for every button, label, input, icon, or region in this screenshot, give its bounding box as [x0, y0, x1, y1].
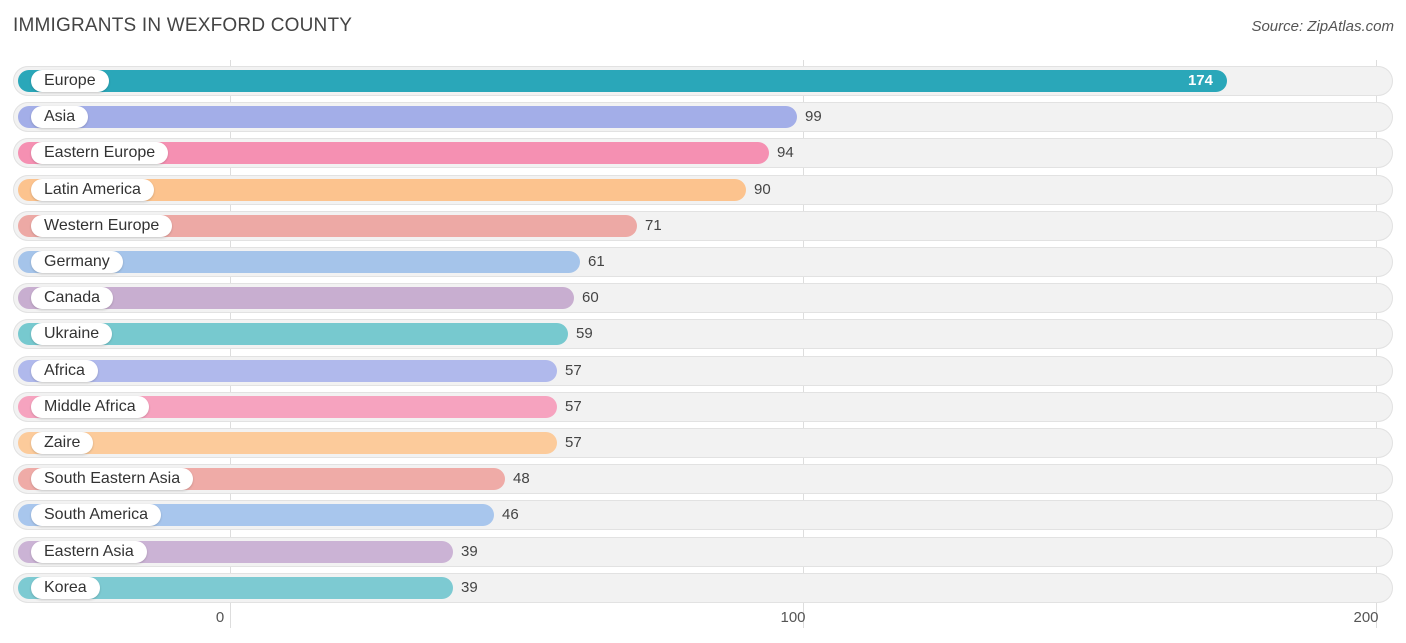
- bar-row: Europe 174: [13, 66, 1393, 96]
- bar[interactable]: [18, 323, 568, 345]
- bar[interactable]: [18, 360, 557, 382]
- category-label: Asia: [31, 106, 89, 128]
- bar[interactable]: [18, 70, 1227, 92]
- category-label: Germany: [31, 251, 123, 273]
- value-label: 60: [582, 289, 599, 306]
- category-label: Africa: [31, 360, 98, 382]
- value-label: 57: [565, 398, 582, 415]
- bar-row: Canada 60: [13, 283, 1393, 313]
- value-label: 94: [777, 144, 794, 161]
- category-label: Eastern Asia: [31, 541, 147, 563]
- bar-row: Germany 61: [13, 247, 1393, 277]
- value-label: 48: [513, 470, 530, 487]
- value-label: 39: [461, 543, 478, 560]
- value-label: 174: [1187, 72, 1213, 89]
- bar-row: Western Europe 71: [13, 211, 1393, 241]
- bar-row: Ukraine 59: [13, 319, 1393, 349]
- value-label: 71: [645, 217, 662, 234]
- bar-row: Eastern Asia 39: [13, 537, 1393, 567]
- category-label: Ukraine: [31, 323, 113, 345]
- bar[interactable]: [18, 106, 797, 128]
- bar-row: Latin America 90: [13, 175, 1393, 205]
- category-label: Zaire: [31, 432, 94, 454]
- bar[interactable]: [18, 142, 769, 164]
- value-label: 57: [565, 434, 582, 451]
- category-label: Korea: [31, 577, 100, 599]
- bar-row: Asia 99: [13, 102, 1393, 132]
- value-label: 39: [461, 579, 478, 596]
- category-label: Europe: [31, 70, 109, 92]
- bar-row: Middle Africa 57: [13, 392, 1393, 422]
- x-tick-label: 100: [780, 609, 806, 626]
- bar-row: Eastern Europe 94: [13, 138, 1393, 168]
- value-label: 46: [502, 506, 519, 523]
- bar-row: Zaire 57: [13, 428, 1393, 458]
- category-label: Latin America: [31, 179, 154, 201]
- chart-title: IMMIGRANTS IN WEXFORD COUNTY: [13, 15, 353, 36]
- source-label: Source: ZipAtlas.com: [1251, 18, 1394, 35]
- bar[interactable]: [18, 577, 453, 599]
- bar-row: Korea 39: [13, 573, 1393, 603]
- x-tick-label: 0: [215, 609, 225, 626]
- bar-row: Africa 57: [13, 356, 1393, 386]
- category-label: Western Europe: [31, 215, 173, 237]
- bar[interactable]: [18, 179, 746, 201]
- bar[interactable]: [18, 287, 574, 309]
- category-label: Middle Africa: [31, 396, 149, 418]
- bar-row: South Eastern Asia 48: [13, 464, 1393, 494]
- x-tick-label: 200: [1353, 609, 1379, 626]
- bar[interactable]: [18, 215, 637, 237]
- category-label: Canada: [31, 287, 114, 309]
- value-label: 59: [576, 325, 593, 342]
- category-label: Eastern Europe: [31, 142, 169, 164]
- value-label: 61: [588, 253, 605, 270]
- bar-row: South America 46: [13, 500, 1393, 530]
- value-label: 99: [805, 108, 822, 125]
- value-label: 90: [754, 181, 771, 198]
- bar[interactable]: [18, 251, 580, 273]
- category-label: South America: [31, 504, 162, 526]
- category-label: South Eastern Asia: [31, 468, 194, 490]
- bar[interactable]: [18, 396, 557, 418]
- value-label: 57: [565, 362, 582, 379]
- bar[interactable]: [18, 432, 557, 454]
